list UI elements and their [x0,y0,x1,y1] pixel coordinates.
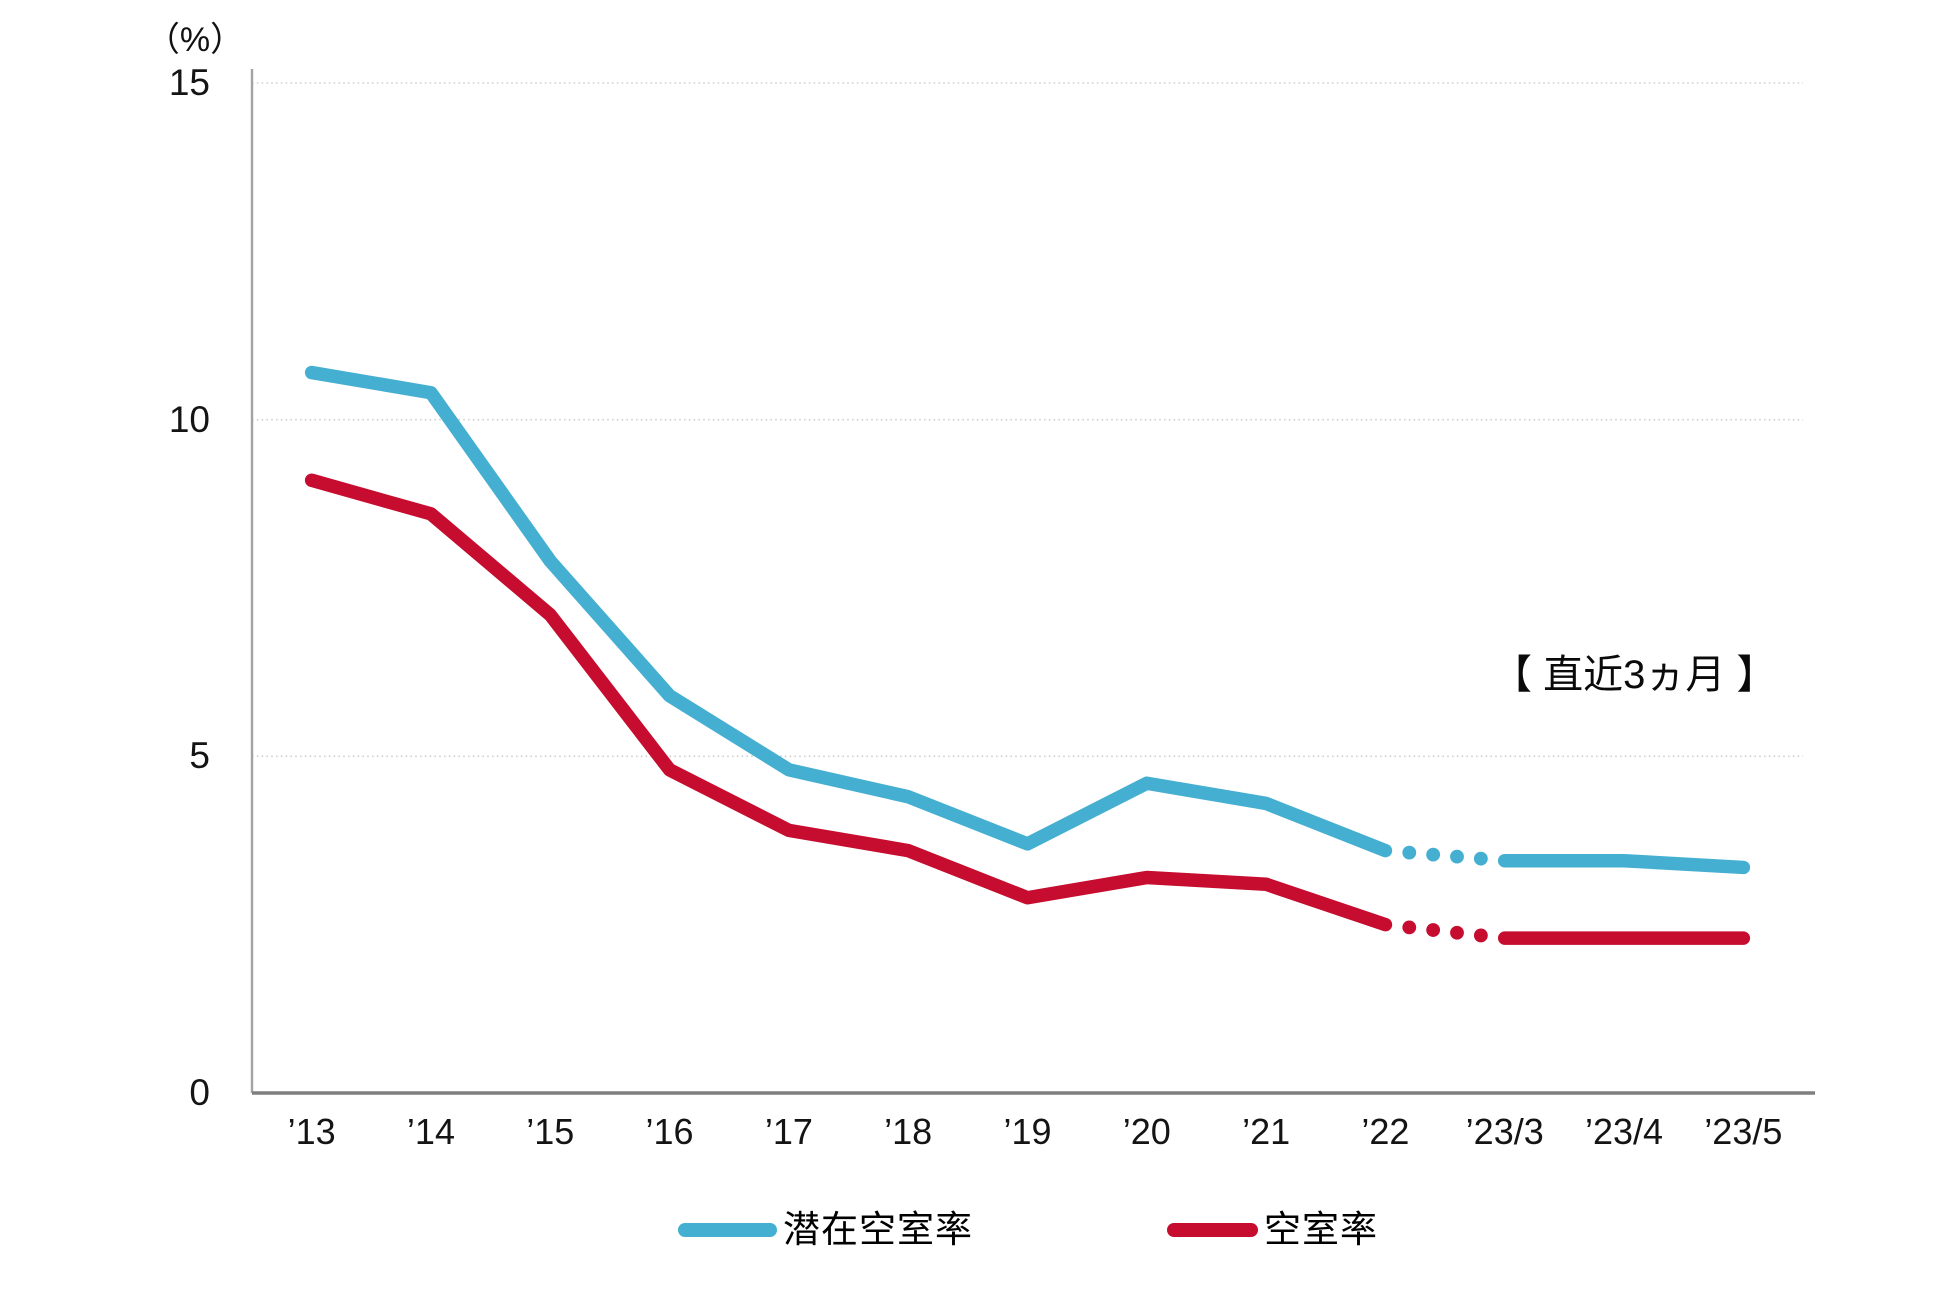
series-dot-0 [1402,845,1417,860]
legend-label-latent-vacancy-rate: 潜在空室率 [783,1209,973,1250]
x-tick-label: ’22 [1361,1111,1410,1152]
series-dot-0 [1426,847,1441,862]
x-tick-label: ’19 [1003,1111,1052,1152]
legend-swatch-vacancy-rate [1167,1223,1258,1237]
y-tick-label: 5 [189,735,210,777]
legend-item-vacancy-rate: 空室率 [1167,1206,1378,1254]
legend-item-latent-vacancy-rate: 潜在空室率 [678,1206,973,1254]
x-tick-label: ’21 [1242,1111,1291,1152]
y-tick-label: 0 [189,1072,210,1113]
series-line-solid-0 [1497,853,1751,875]
x-tick-label: ’23/3 [1465,1111,1544,1152]
legend-label-vacancy-rate: 空室率 [1264,1209,1378,1250]
series-line-solid-0 [304,365,1393,858]
series-dot-0 [1473,851,1488,866]
series-line-solid-1 [304,473,1393,932]
x-tick-label: ’23/4 [1584,1111,1664,1152]
legend-swatch-latent-vacancy-rate [678,1223,777,1237]
x-tick-label: ’16 [645,1111,694,1152]
series-dot-0 [1450,849,1464,864]
annotation-recent-3-months: 【 直近3ヵ月 】 [1492,653,1777,697]
x-tick-label: ’14 [406,1111,455,1152]
y-tick-label: 10 [168,398,210,440]
series-dot-1 [1402,920,1417,935]
y-axis-unit-label: （%） [145,21,245,59]
series-dot-1 [1450,925,1464,940]
x-tick-label: ’23/5 [1704,1111,1783,1152]
series-dot-1 [1426,923,1441,937]
y-tick-label: 15 [168,62,210,103]
x-tick-label: ’18 [884,1111,933,1152]
x-tick-label: ’17 [764,1111,813,1152]
series-dot-1 [1473,928,1488,943]
x-tick-label: ’13 [287,1111,336,1152]
x-tick-label: ’15 [526,1111,575,1152]
x-tick-label: ’20 [1122,1111,1171,1152]
